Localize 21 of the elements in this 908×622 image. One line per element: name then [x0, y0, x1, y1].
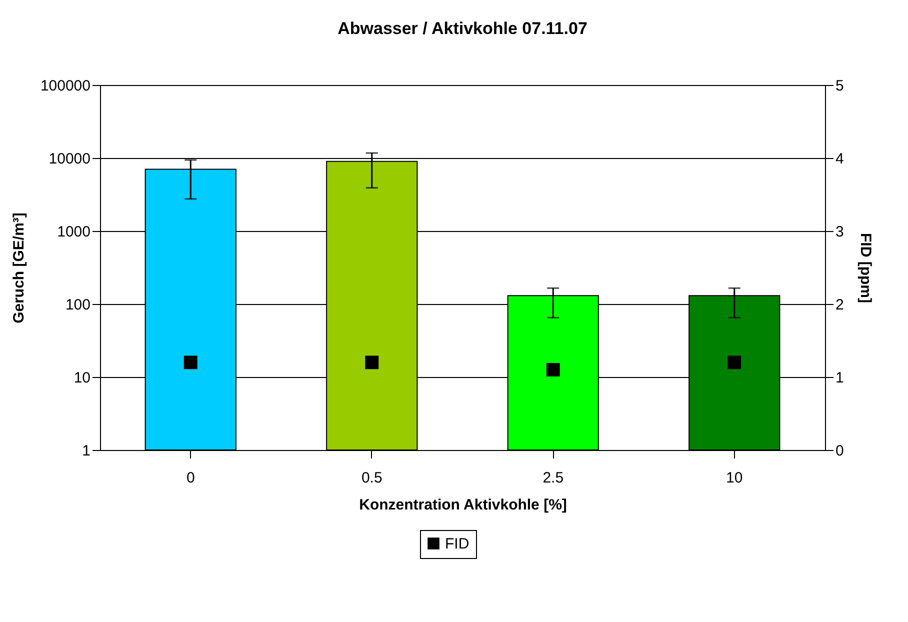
y-axis-title: Geruch [GE/m³]	[10, 212, 28, 324]
x-tick-label: 10	[726, 470, 743, 486]
y2-axis-title: FID [ppm]	[856, 233, 874, 303]
x-axis-title: Konzentration Aktivkohle [%]	[359, 496, 567, 514]
y2-tick-label: 4	[836, 150, 844, 168]
x-tick-label: 0	[186, 470, 195, 486]
y2-tick-label: 2	[836, 296, 844, 314]
y-tick-label: 1000	[57, 224, 90, 240]
y-tick-label: 1	[82, 442, 90, 460]
y-tick-label: 10000	[48, 150, 90, 168]
y2-tick-label: 5	[836, 78, 844, 94]
x-tick-label: 2.5	[542, 470, 564, 486]
y-tick-label: 10	[74, 370, 90, 386]
y-tick-label: 100000	[40, 78, 90, 94]
chart-title: Abwasser / Aktivkohle 07.11.07	[338, 19, 588, 38]
x-tick-label: 0.5	[361, 470, 382, 486]
legend-label: FID	[445, 536, 470, 552]
y2-tick-label: 0	[836, 442, 844, 460]
y2-tick-label: 1	[836, 370, 844, 386]
y2-tick-label: 3	[836, 224, 844, 240]
y-tick-label: 100	[65, 296, 90, 314]
